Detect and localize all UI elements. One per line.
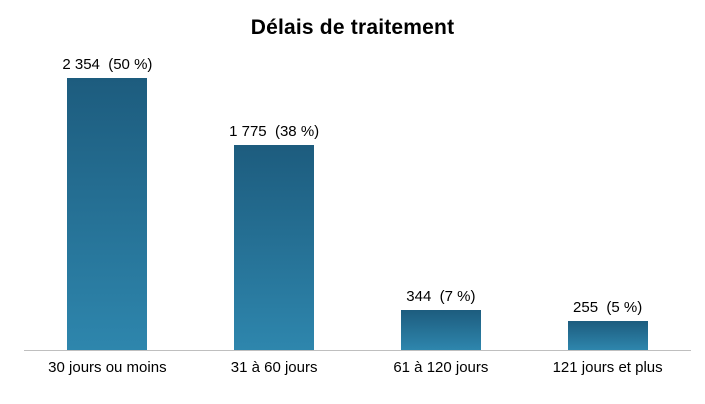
plot-area: 2 354 (50 %) 1 775 (38 %) 344 (7 %) 255 (5 … [24, 42, 691, 350]
bar-column: 1 775 (38 %) [191, 123, 358, 350]
chart-title: Délais de traitement [250, 16, 455, 39]
bar [67, 78, 148, 350]
x-axis-label: 31 à 60 jours [230, 359, 318, 376]
x-axis-label: 121 jours et plus [552, 359, 663, 376]
bar [567, 321, 648, 350]
bar-value-label: 255 (5 %) [573, 299, 643, 316]
bar-column: 2 354 (50 %) [24, 56, 191, 350]
x-axis-label: 61 à 120 jours [393, 359, 489, 376]
bar [234, 145, 315, 350]
bar-value-label: 2 354 (50 %) [62, 56, 153, 73]
bar-value-label: 1 775 (38 %) [229, 123, 320, 140]
bar-value-label: 344 (7 %) [406, 288, 476, 305]
bar [400, 310, 481, 350]
x-axis: 30 jours ou moins 31 à 60 jours 61 à 120 j… [24, 350, 691, 376]
bar-column: 255 (5 %) [524, 299, 691, 350]
x-axis-label: 30 jours ou moins [48, 359, 167, 376]
bar-column: 344 (7 %) [358, 288, 525, 350]
